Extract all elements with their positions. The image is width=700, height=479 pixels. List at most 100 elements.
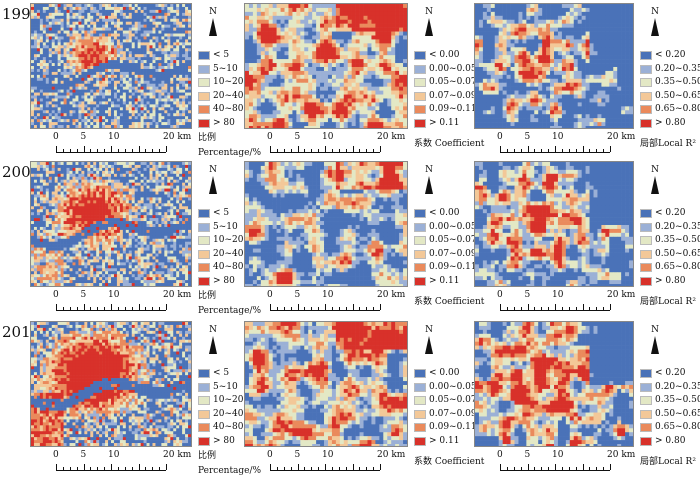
scale-tick-label: 10: [322, 450, 334, 460]
scale-tick: [159, 467, 161, 470]
scale-tick-label: 0: [497, 450, 503, 460]
scale-tick: [304, 307, 306, 310]
scale-line: [500, 146, 611, 153]
legend-item-label: 0.00~0.05: [429, 221, 477, 232]
legend-swatch: [198, 236, 210, 246]
legend-swatch: [414, 236, 426, 246]
scale-tick: [111, 146, 112, 152]
legend-item: 0.05~0.07: [414, 76, 484, 90]
legend-swatch: [198, 382, 210, 392]
legend-swatch: [198, 51, 210, 61]
scale-tick: [276, 307, 278, 310]
legend-r2: < 0.20 0.20~0.35 0.35~0.50 0.50~0.65 0.65~0.…: [640, 367, 700, 469]
scale-tick-label: 10: [552, 450, 564, 460]
scale-tick: [513, 149, 515, 152]
scale-tick: [152, 307, 154, 310]
scale-tick: [520, 307, 522, 310]
legend-item: 40~80: [198, 103, 261, 117]
scale-tick: [325, 304, 326, 310]
legend-item: 0.05~0.07: [414, 234, 484, 248]
legend-item-label: 10~20: [213, 77, 244, 88]
scale-tick-label: 5: [80, 290, 87, 300]
legend-swatch: [414, 222, 426, 232]
scale-tick-label: 0: [53, 290, 59, 300]
legend-item: > 0.11: [414, 117, 484, 131]
legend-swatch: [414, 91, 426, 101]
scale-tick: [145, 467, 147, 470]
legend-item: 20~40: [198, 90, 261, 104]
scale-tick-label: 5: [80, 450, 87, 460]
legend-item-label: 0.05~0.07: [429, 395, 477, 406]
scale-tick: [575, 467, 577, 470]
legend-item-label: 5~10: [213, 221, 238, 232]
scale-tick: [561, 307, 563, 310]
legend-swatch: [640, 396, 652, 406]
scale-tick: [527, 464, 529, 470]
scale-bar: 0 5 10 20 km: [267, 290, 420, 312]
scale-tick: [62, 307, 64, 310]
scale-tick: [83, 304, 85, 310]
scale-tick: [568, 149, 570, 152]
north-arrow-icon: N: [206, 325, 220, 354]
legend-swatch: [198, 91, 210, 101]
scale-tick: [124, 149, 126, 152]
legend-item: 5~10: [198, 381, 261, 395]
north-arrow-icon: N: [648, 7, 662, 36]
legend-item: > 0.11: [414, 275, 484, 289]
legend-coef: < 0.00 0.00~0.05 0.05~0.07 0.07~0.09 0.09~0.…: [414, 49, 484, 151]
legend-item: > 80: [198, 435, 261, 449]
scale-line: [500, 464, 611, 471]
legend-swatch: [640, 263, 652, 273]
legend-swatch: [640, 276, 652, 286]
legend-item: 0.00~0.05: [414, 381, 484, 395]
scale-tick: [548, 467, 550, 470]
legend-item: < 0.00: [414, 49, 484, 63]
scale-tick: [589, 149, 591, 152]
scale-tick: [380, 464, 381, 470]
scale-tick-label: 20 km: [163, 450, 192, 460]
legend-item-label: 10~20: [213, 235, 244, 246]
north-label: N: [651, 7, 659, 17]
scale-tick: [117, 467, 119, 470]
north-label: N: [651, 165, 659, 175]
legend-swatch: [414, 276, 426, 286]
legend-item: 5~10: [198, 63, 261, 77]
scale-tick-label: 10: [108, 132, 120, 142]
scale-tick: [610, 464, 611, 470]
scale-tick: [373, 307, 375, 310]
legend-item: > 0.80: [640, 435, 700, 449]
scale-tick: [534, 307, 536, 310]
scale-tick: [561, 467, 563, 470]
scale-tick: [548, 149, 550, 152]
scale-tick: [589, 307, 591, 310]
scale-tick: [331, 307, 333, 310]
scale-line: [500, 304, 611, 311]
scale-tick: [76, 149, 78, 152]
legend-item: 20~40: [198, 248, 261, 262]
scale-bar: 0 5 10 20 km: [497, 132, 650, 154]
scale-tick: [97, 307, 99, 310]
legend-swatch: [198, 436, 210, 446]
scale-tick: [290, 307, 292, 310]
scale-tick: [345, 307, 347, 310]
scale-tick: [575, 307, 577, 310]
map-panel-r2: [474, 3, 634, 129]
legend-swatch: [414, 423, 426, 433]
scale-tick: [318, 307, 320, 310]
scale-tick: [145, 307, 147, 310]
legend-item-label: 20~40: [213, 408, 244, 419]
legend-item-label: 0.35~0.50: [655, 77, 700, 88]
scale-tick-label: 0: [53, 450, 59, 460]
legend-item-label: 0.05~0.07: [429, 77, 477, 88]
scale-tick: [582, 464, 584, 470]
legend-item: > 0.80: [640, 117, 700, 131]
scale-tick: [359, 149, 361, 152]
scale-tick: [603, 467, 605, 470]
legend-item-label: 0.05~0.07: [429, 235, 477, 246]
raster-map: [475, 322, 633, 446]
legend-item: 0.07~0.09: [414, 90, 484, 104]
north-arrow-icon: N: [422, 325, 436, 354]
legend-item: 0.00~0.05: [414, 221, 484, 235]
legend-item: < 0.00: [414, 367, 484, 381]
legend-item: 0.09~0.11: [414, 261, 484, 275]
